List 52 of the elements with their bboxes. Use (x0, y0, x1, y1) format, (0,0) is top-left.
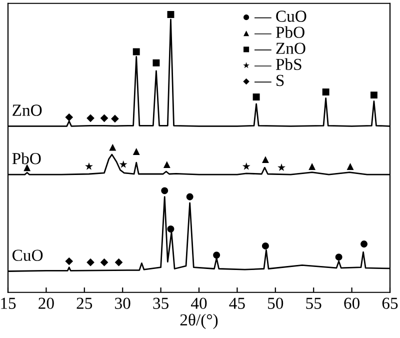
series-label: CuO (12, 250, 43, 261)
point (308, 163, 316, 170)
legend-label: — CuO (254, 10, 306, 22)
point (262, 156, 269, 164)
point (163, 161, 170, 168)
legend-label: — ZnO (254, 42, 306, 54)
point (370, 92, 378, 99)
x-tick-label: 45 (229, 298, 245, 309)
point (100, 114, 108, 122)
x-tick-label: 55 (306, 298, 322, 309)
point (278, 163, 286, 171)
point (322, 88, 330, 96)
x-tick-label: 15 (1, 298, 16, 309)
point (335, 254, 342, 261)
x-axis-title: 2θ/(°) (180, 314, 218, 329)
point (65, 257, 74, 266)
x-tick-label: 20 (38, 298, 54, 309)
legend-label: — PbO (254, 26, 304, 38)
point (86, 114, 94, 122)
point (213, 252, 220, 259)
point (167, 11, 174, 18)
point (85, 162, 93, 170)
point (109, 144, 116, 151)
point (167, 226, 174, 232)
point (152, 59, 160, 66)
point (132, 48, 140, 56)
point (114, 258, 123, 266)
point (119, 160, 128, 168)
x-tick-label: 25 (76, 298, 92, 309)
point (161, 187, 168, 194)
point (242, 162, 250, 170)
point (186, 193, 194, 200)
point (100, 258, 108, 266)
x-tick-label: 60 (344, 298, 360, 309)
x-tick-label: 65 (382, 298, 398, 309)
series-label: PbO (12, 152, 41, 164)
series-label: ZnO (12, 104, 42, 116)
legend-label: — S (254, 74, 284, 86)
point (65, 113, 74, 122)
point (132, 148, 140, 155)
point (86, 258, 94, 266)
point (24, 164, 31, 172)
point (360, 240, 368, 248)
point (262, 242, 269, 250)
legend-label: — PbS (254, 58, 302, 70)
x-tick-label: 40 (190, 298, 207, 309)
x-tick-label: 35 (153, 298, 168, 309)
x-tick-label: 50 (268, 298, 284, 309)
x-tick-label: 30 (115, 298, 130, 309)
point (252, 94, 260, 100)
point (111, 114, 119, 123)
point (346, 163, 354, 170)
